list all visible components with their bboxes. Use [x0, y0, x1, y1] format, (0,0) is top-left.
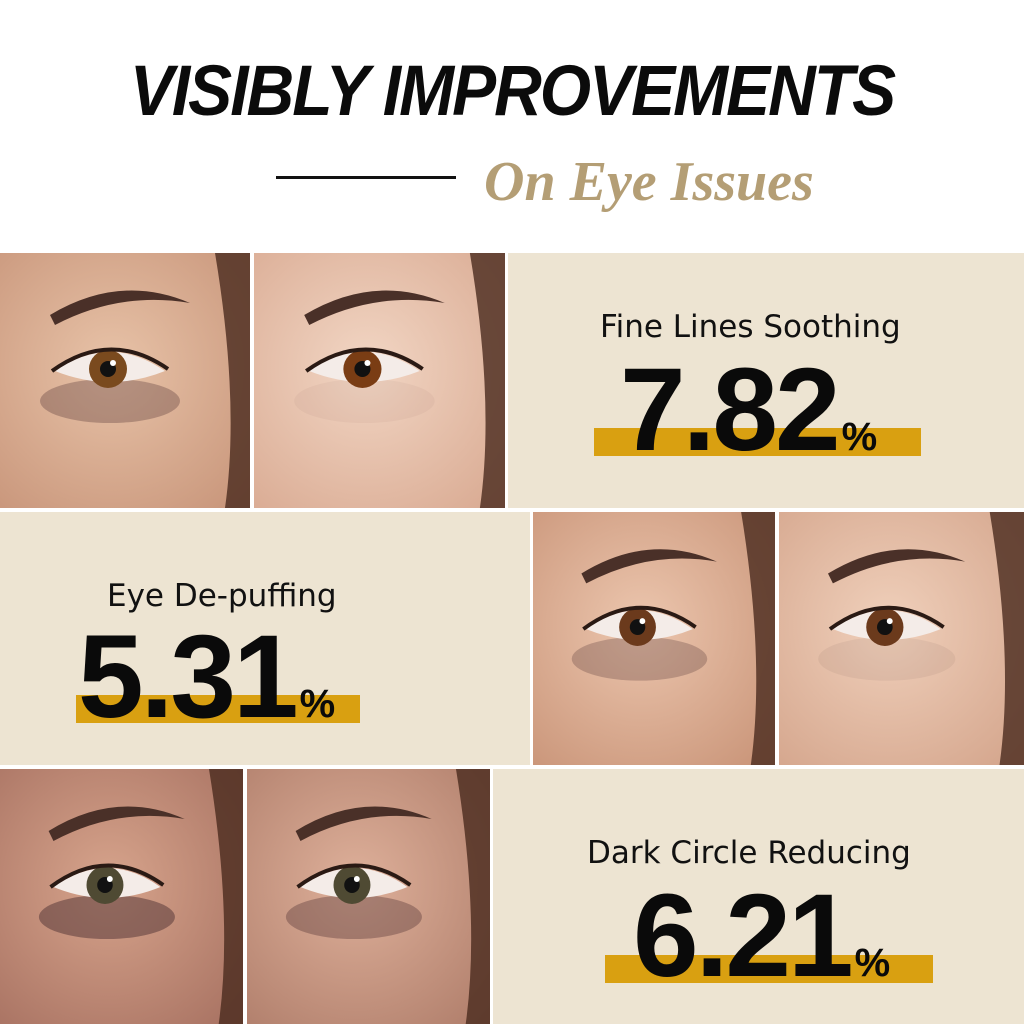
stat-panel-de-puffing: Eye De-puffing 5.31% [0, 512, 530, 765]
stat-number: 7.82 [620, 344, 841, 476]
headline: VISIBLY IMPROVEMENTS [129, 50, 896, 130]
eye-closeup-image [0, 769, 243, 1024]
subheadline: On Eye Issues [484, 151, 814, 213]
eye-closeup-image [247, 769, 490, 1024]
highlight-bar [605, 955, 933, 983]
percent-sign: % [299, 682, 336, 726]
stat-panel-fine-lines: Fine Lines Soothing 7.82% [508, 253, 1024, 508]
stat-number: 5.31 [78, 611, 299, 743]
stat-number: 6.21 [633, 870, 854, 1002]
percent-sign: % [854, 941, 891, 985]
stat-label: Dark Circle Reducing [587, 835, 911, 871]
eye-closeup-image [779, 512, 1024, 765]
stat-value: 7.82% [620, 351, 877, 469]
before-photo-fine-lines [0, 253, 250, 508]
eye-closeup-image [0, 253, 250, 508]
stat-label: Fine Lines Soothing [600, 309, 901, 345]
eye-closeup-image [254, 253, 505, 508]
highlight-bar [76, 695, 360, 723]
stat-value: 5.31% [78, 618, 335, 736]
after-photo-de-puffing [779, 512, 1024, 765]
stat-value: 6.21% [633, 877, 890, 995]
after-photo-dark-circles [247, 769, 490, 1024]
divider-line [276, 176, 456, 179]
stat-panel-dark-circles: Dark Circle Reducing 6.21% [493, 769, 1024, 1024]
before-photo-dark-circles [0, 769, 243, 1024]
eye-closeup-image [533, 512, 775, 765]
before-photo-de-puffing [533, 512, 775, 765]
after-photo-fine-lines [254, 253, 505, 508]
highlight-bar [594, 428, 921, 456]
percent-sign: % [841, 415, 878, 459]
stat-label: Eye De-puffing [107, 578, 337, 614]
